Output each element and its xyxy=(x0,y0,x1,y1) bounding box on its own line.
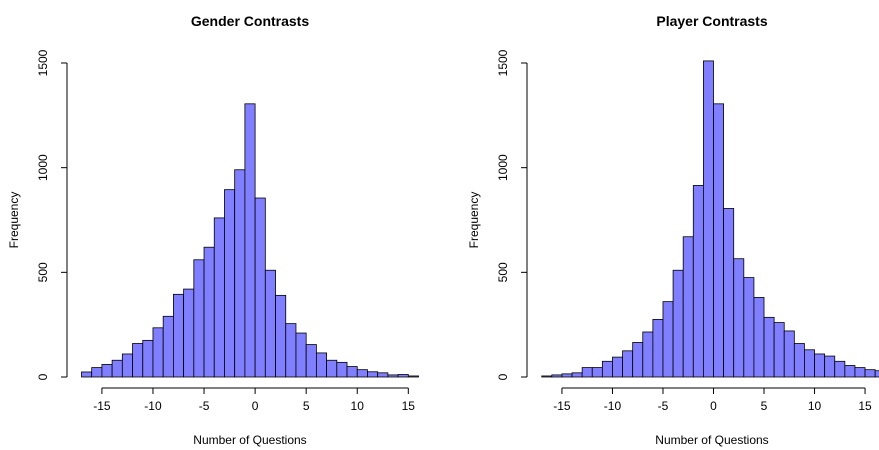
x-tick-label: 10 xyxy=(351,399,365,413)
bar xyxy=(601,360,613,378)
bar xyxy=(672,269,684,378)
bar xyxy=(844,365,856,378)
x-tick-label: 10 xyxy=(808,399,822,413)
x-tick-label: 5 xyxy=(303,399,310,413)
bar xyxy=(367,371,379,378)
x-tick-label: -5 xyxy=(199,399,210,413)
bar xyxy=(101,364,113,378)
bar xyxy=(561,373,573,378)
bar xyxy=(315,352,327,378)
bar xyxy=(162,315,174,378)
bar xyxy=(152,327,164,378)
bar xyxy=(652,319,664,378)
y-axis-label: Frequency xyxy=(7,192,21,249)
bar xyxy=(753,297,765,378)
bar xyxy=(743,277,755,378)
bar xyxy=(275,294,287,378)
y-tick-label: 0 xyxy=(496,373,510,380)
bar xyxy=(723,208,735,378)
bar xyxy=(682,236,694,378)
bar xyxy=(264,269,276,378)
bar xyxy=(356,369,368,378)
y-axis-label: Frequency xyxy=(467,192,481,249)
bar xyxy=(581,367,593,378)
bar xyxy=(824,355,836,378)
bar xyxy=(387,374,399,378)
bar xyxy=(733,258,745,378)
bar xyxy=(551,374,563,378)
x-tick-label: -10 xyxy=(144,399,162,413)
bar xyxy=(571,372,583,378)
bar xyxy=(692,185,704,378)
y-tick-label: 1000 xyxy=(496,154,510,181)
bar xyxy=(173,293,185,378)
y-tick-label: 1000 xyxy=(36,154,50,181)
bar xyxy=(713,103,725,378)
x-axis-label: Number of Questions xyxy=(655,433,768,447)
bar xyxy=(142,339,154,378)
bar xyxy=(305,344,317,378)
bar xyxy=(91,367,103,378)
bar xyxy=(612,356,623,378)
x-tick-label: 15 xyxy=(402,399,416,413)
y-tick-label: 1500 xyxy=(36,49,50,76)
bar xyxy=(783,330,795,378)
bar xyxy=(336,361,348,378)
bar xyxy=(854,367,866,378)
x-axis-label: Number of Questions xyxy=(193,433,306,447)
bar xyxy=(111,359,123,378)
bar xyxy=(541,375,553,378)
bar xyxy=(397,374,409,378)
bar xyxy=(814,353,826,378)
bar xyxy=(874,370,879,378)
x-tick-label: 15 xyxy=(858,399,872,413)
bar xyxy=(234,169,246,378)
bar xyxy=(254,197,266,378)
bar xyxy=(346,366,358,378)
bar xyxy=(591,367,603,378)
chart-title: Player Contrasts xyxy=(656,13,767,29)
bar xyxy=(244,103,256,378)
bar xyxy=(377,372,389,378)
x-tick-label: 5 xyxy=(761,399,768,413)
bar xyxy=(81,371,93,378)
bar xyxy=(804,349,815,378)
x-tick-label: -15 xyxy=(553,399,571,413)
bar xyxy=(702,60,714,378)
bar xyxy=(407,375,419,378)
bar xyxy=(295,332,307,378)
bar xyxy=(132,343,144,378)
y-tick-label: 1500 xyxy=(496,49,510,76)
y-tick-label: 500 xyxy=(36,262,50,282)
bar xyxy=(864,369,876,378)
bar xyxy=(121,353,133,378)
bar xyxy=(193,259,205,378)
bar xyxy=(763,316,775,378)
bar xyxy=(662,301,674,378)
y-tick-label: 500 xyxy=(496,262,510,282)
bar xyxy=(224,189,236,378)
x-tick-label: -15 xyxy=(93,399,111,413)
bar xyxy=(285,323,297,378)
x-tick-label: -5 xyxy=(658,399,669,413)
bar xyxy=(642,331,654,378)
chart-title: Gender Contrasts xyxy=(191,13,309,29)
bar xyxy=(203,246,215,378)
bar xyxy=(622,350,634,378)
bar xyxy=(326,359,338,378)
y-tick-label: 0 xyxy=(36,373,50,380)
x-tick-label: 0 xyxy=(252,399,259,413)
x-tick-label: -10 xyxy=(604,399,622,413)
x-tick-label: 0 xyxy=(710,399,717,413)
bar xyxy=(183,288,195,378)
bar xyxy=(834,360,846,378)
bar xyxy=(793,343,805,378)
bar xyxy=(213,217,225,378)
bar xyxy=(773,322,785,378)
bar xyxy=(632,342,644,378)
